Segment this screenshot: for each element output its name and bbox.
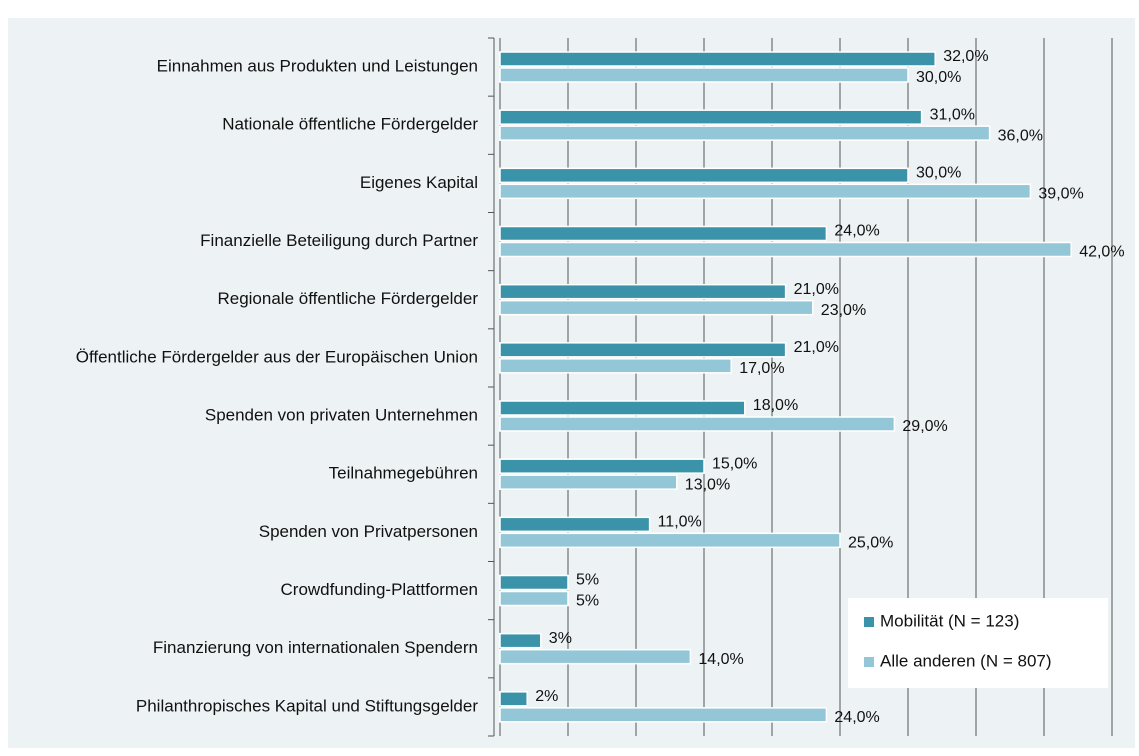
y-tick-label: Einnahmen aus Produkten und Leistungen: [157, 56, 478, 75]
bar: [499, 574, 569, 591]
value-label: 5%: [576, 572, 599, 589]
legend-swatch: [864, 617, 874, 627]
value-label: 42,0%: [1079, 244, 1124, 261]
bar: [499, 299, 814, 316]
value-label: 24,0%: [834, 709, 879, 726]
bar: [499, 342, 787, 358]
value-label: 2%: [535, 688, 558, 705]
y-tick-label: Finanzielle Beteiligung durch Partner: [200, 231, 478, 250]
bar: [499, 125, 991, 141]
value-label: 3%: [549, 630, 572, 647]
value-label: 5%: [576, 593, 599, 610]
bar: [499, 183, 1032, 200]
bar: [499, 358, 732, 374]
bar: [499, 458, 705, 474]
value-label: 31,0%: [930, 106, 975, 123]
bar: [499, 532, 841, 549]
bar: [499, 474, 678, 490]
value-label: 15,0%: [712, 455, 757, 472]
y-tick-label: Spenden von Privatpersonen: [259, 522, 478, 541]
bar: [499, 51, 936, 67]
value-label: 39,0%: [1038, 186, 1083, 203]
bar: [499, 590, 569, 607]
value-label: 24,0%: [834, 223, 879, 240]
bar: [499, 167, 909, 184]
value-label: 32,0%: [943, 48, 988, 65]
bar: [499, 400, 746, 416]
bar: [499, 67, 909, 83]
y-tick-label: Finanzierung von internationalen Spender…: [153, 638, 478, 657]
value-label: 23,0%: [821, 302, 866, 319]
legend-swatch: [864, 657, 874, 667]
value-label: 25,0%: [848, 535, 893, 552]
y-tick-label: Regionale öffentliche Fördergelder: [217, 289, 478, 308]
bar: [499, 632, 542, 649]
value-label: 21,0%: [794, 281, 839, 298]
value-label: 30,0%: [916, 69, 961, 86]
y-tick-label: Spenden von privaten Unternehmen: [205, 405, 478, 424]
y-tick-label: Teilnahmegebühren: [329, 464, 478, 483]
y-tick-label: Eigenes Kapital: [360, 173, 478, 192]
value-label: 29,0%: [902, 418, 947, 435]
y-tick-label: Nationale öffentliche Fördergelder: [222, 115, 478, 134]
bar: [499, 283, 787, 300]
bar: [499, 241, 1072, 258]
y-tick-label: Öffentliche Fördergelder aus der Europäi…: [76, 347, 478, 366]
value-label: 18,0%: [753, 397, 798, 414]
value-label: 30,0%: [916, 165, 961, 182]
legend-box: [848, 598, 1108, 688]
legend-label: Alle anderen (N = 807): [880, 651, 1052, 670]
bar: [499, 109, 923, 125]
bar: [499, 648, 692, 665]
y-tick-label: Philanthropisches Kapital und Stiftungsg…: [136, 696, 478, 715]
value-label: 36,0%: [998, 127, 1043, 144]
value-label: 11,0%: [658, 514, 702, 531]
bar: [499, 691, 528, 707]
y-tick-label: Crowdfunding-Plattformen: [281, 580, 478, 599]
value-label: 17,0%: [739, 360, 784, 377]
value-label: 14,0%: [698, 651, 743, 668]
legend-label: Mobilität (N = 123): [880, 611, 1019, 630]
bar: [499, 516, 651, 533]
bar: [499, 707, 828, 723]
value-label: 21,0%: [794, 339, 839, 356]
bar: [499, 225, 828, 242]
bar: [499, 416, 896, 432]
value-label: 13,0%: [685, 476, 730, 493]
